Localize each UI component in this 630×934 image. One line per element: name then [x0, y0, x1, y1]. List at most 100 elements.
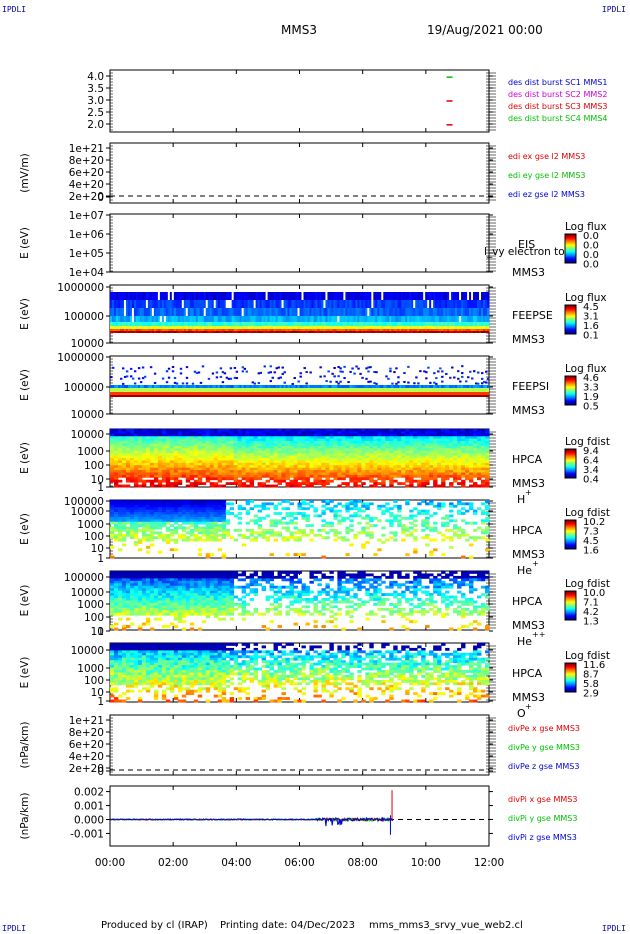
- hpca-panel-6-cell: [253, 467, 259, 471]
- feeps-electron-cell: [243, 331, 247, 333]
- hpca-panel-6-cell: [309, 465, 314, 469]
- hpca-panel-6-cell: [177, 431, 183, 435]
- hpca-panel-6-cell: [433, 433, 438, 437]
- hpca-panel-6-cell: [189, 433, 195, 437]
- panel-2-legend-2: edi ey gse l2 MMS3: [508, 171, 586, 180]
- hpca-panel-6-cell: [473, 450, 478, 454]
- hpca-panel-6-cell: [245, 431, 251, 435]
- hpca-panel-6-cell: [389, 429, 394, 432]
- hpca-panel-6-cell: [117, 429, 123, 432]
- hpca-panel-6-cell: [149, 455, 155, 459]
- hpca-panel-6-cell: [461, 448, 466, 452]
- feeps-electron-cell: [385, 300, 388, 308]
- hpca-panel-6-cell: [201, 467, 207, 471]
- hpca-panel-6-cell: [433, 438, 438, 442]
- hpca-panel-6-cell: [425, 474, 430, 478]
- feeps-electron-cell: [341, 322, 344, 326]
- feeps-electron-cell: [449, 322, 452, 326]
- feeps-electron-cell: [169, 326, 173, 329]
- feeps-electron-cell: [481, 292, 484, 300]
- feeps-electron-cell: [165, 322, 169, 326]
- panel-4-colorbar-title: Log flux: [565, 292, 607, 304]
- hpca-panel-6-cell: [285, 445, 290, 449]
- hpca-panel-6-cell: [481, 453, 486, 456]
- hpca-panel-6-cell: [305, 474, 310, 478]
- feeps-electron-cell: [255, 308, 259, 316]
- feeps-electron-cell: [319, 329, 322, 331]
- hpca-panel-6-cell: [201, 455, 207, 459]
- feeps-electron-cell: [449, 329, 452, 331]
- feeps-electron-cell: [389, 331, 392, 333]
- hpca-panel-7-cell: [185, 531, 191, 535]
- hpca-panel-7-cell: [165, 514, 171, 518]
- hpca-panel-7-cell: [121, 519, 127, 523]
- feeps-ion-speck: [277, 366, 280, 369]
- panel-5-colorbar-cell: [565, 382, 576, 384]
- hpca-panel-6-cell: [213, 484, 219, 488]
- feeps-ion-speck: [457, 370, 460, 373]
- feeps-electron-cell: [143, 300, 147, 308]
- hpca-panel-6-cell: [265, 441, 270, 444]
- hpca-panel-6-cell: [169, 455, 175, 459]
- hpca-panel-6-cell: [297, 433, 302, 437]
- hpca-panel-6-cell: [173, 441, 179, 444]
- feeps-electron-cell: [279, 292, 282, 300]
- feeps-electron-cell: [393, 308, 396, 316]
- feeps-ion-cell: [409, 385, 412, 388]
- hpca-panel-7-cell: [169, 509, 175, 513]
- hpca-panel-6-cell: [121, 438, 127, 442]
- feeps-electron-cell: [287, 292, 290, 300]
- hpca-panel-6-cell: [369, 470, 374, 473]
- hpca-panel-6-cell: [257, 453, 262, 456]
- hpca-panel-6-cell: [173, 460, 179, 464]
- hpca-panel-6-cell: [377, 450, 382, 454]
- hpca-panel-7-cell: [113, 514, 119, 518]
- hpca-panel-6-cell: [401, 431, 406, 435]
- hpca-panel-6-cell: [285, 441, 290, 444]
- feeps-electron-cell: [197, 292, 201, 300]
- feeps-ion-speck: [403, 380, 406, 383]
- hpca-panel-6-cell: [237, 465, 243, 469]
- hpca-panel-6-cell: [177, 472, 183, 476]
- hpca-panel-6-cell: [269, 484, 274, 488]
- feeps-electron-cell: [155, 300, 159, 308]
- feeps-electron-cell: [111, 331, 115, 333]
- feeps-electron-cell: [217, 300, 221, 308]
- feeps-electron-cell: [239, 292, 243, 300]
- hpca-panel-6-cell: [157, 429, 163, 432]
- feeps-electron-cell: [293, 292, 296, 300]
- hpca-panel-6-cell: [297, 438, 302, 442]
- hpca-panel-6-cell: [177, 443, 183, 447]
- hpca-panel-6-cell: [381, 450, 386, 454]
- feeps-electron-cell: [375, 308, 378, 316]
- hpca-panel-6-cell: [209, 433, 215, 437]
- feeps-electron-cell: [137, 326, 141, 329]
- feeps-electron-cell: [487, 316, 490, 322]
- feeps-ion-speck: [229, 367, 233, 370]
- hpca-panel-6-cell: [457, 438, 462, 442]
- feeps-ion-speck: [417, 382, 420, 385]
- hpca-panel-6-cell: [341, 429, 346, 432]
- feeps-electron-cell: [145, 292, 149, 300]
- hpca-panel-6-cell: [401, 448, 406, 452]
- hpca-panel-6-cell: [249, 484, 255, 488]
- hpca-panel-7-cell: [189, 500, 195, 503]
- hpca-panel-6-cell: [141, 453, 147, 456]
- hpca-panel-6-cell: [389, 462, 394, 466]
- hpca-panel-6-cell: [373, 433, 378, 437]
- hpca-panel-6-cell: [129, 462, 135, 466]
- hpca-panel-6-cell: [321, 450, 326, 454]
- feeps-electron-cell: [319, 300, 322, 308]
- panel-5-colorbar-cell: [565, 397, 576, 400]
- hpca-panel-6-cell: [189, 484, 195, 488]
- hpca-panel-7-cell: [129, 514, 135, 518]
- hpca-panel-6-cell: [305, 441, 310, 444]
- hpca-panel-6-cell: [433, 443, 438, 447]
- feeps-electron-cell: [347, 300, 350, 308]
- hpca-panel-6-cell: [477, 448, 482, 452]
- hpca-panel-6-cell: [457, 445, 462, 449]
- feeps-electron-cell: [403, 292, 406, 300]
- feeps-ion-cell: [325, 385, 328, 388]
- feeps-electron-cell: [455, 329, 458, 331]
- hpca-panel-6-cell: [245, 484, 251, 488]
